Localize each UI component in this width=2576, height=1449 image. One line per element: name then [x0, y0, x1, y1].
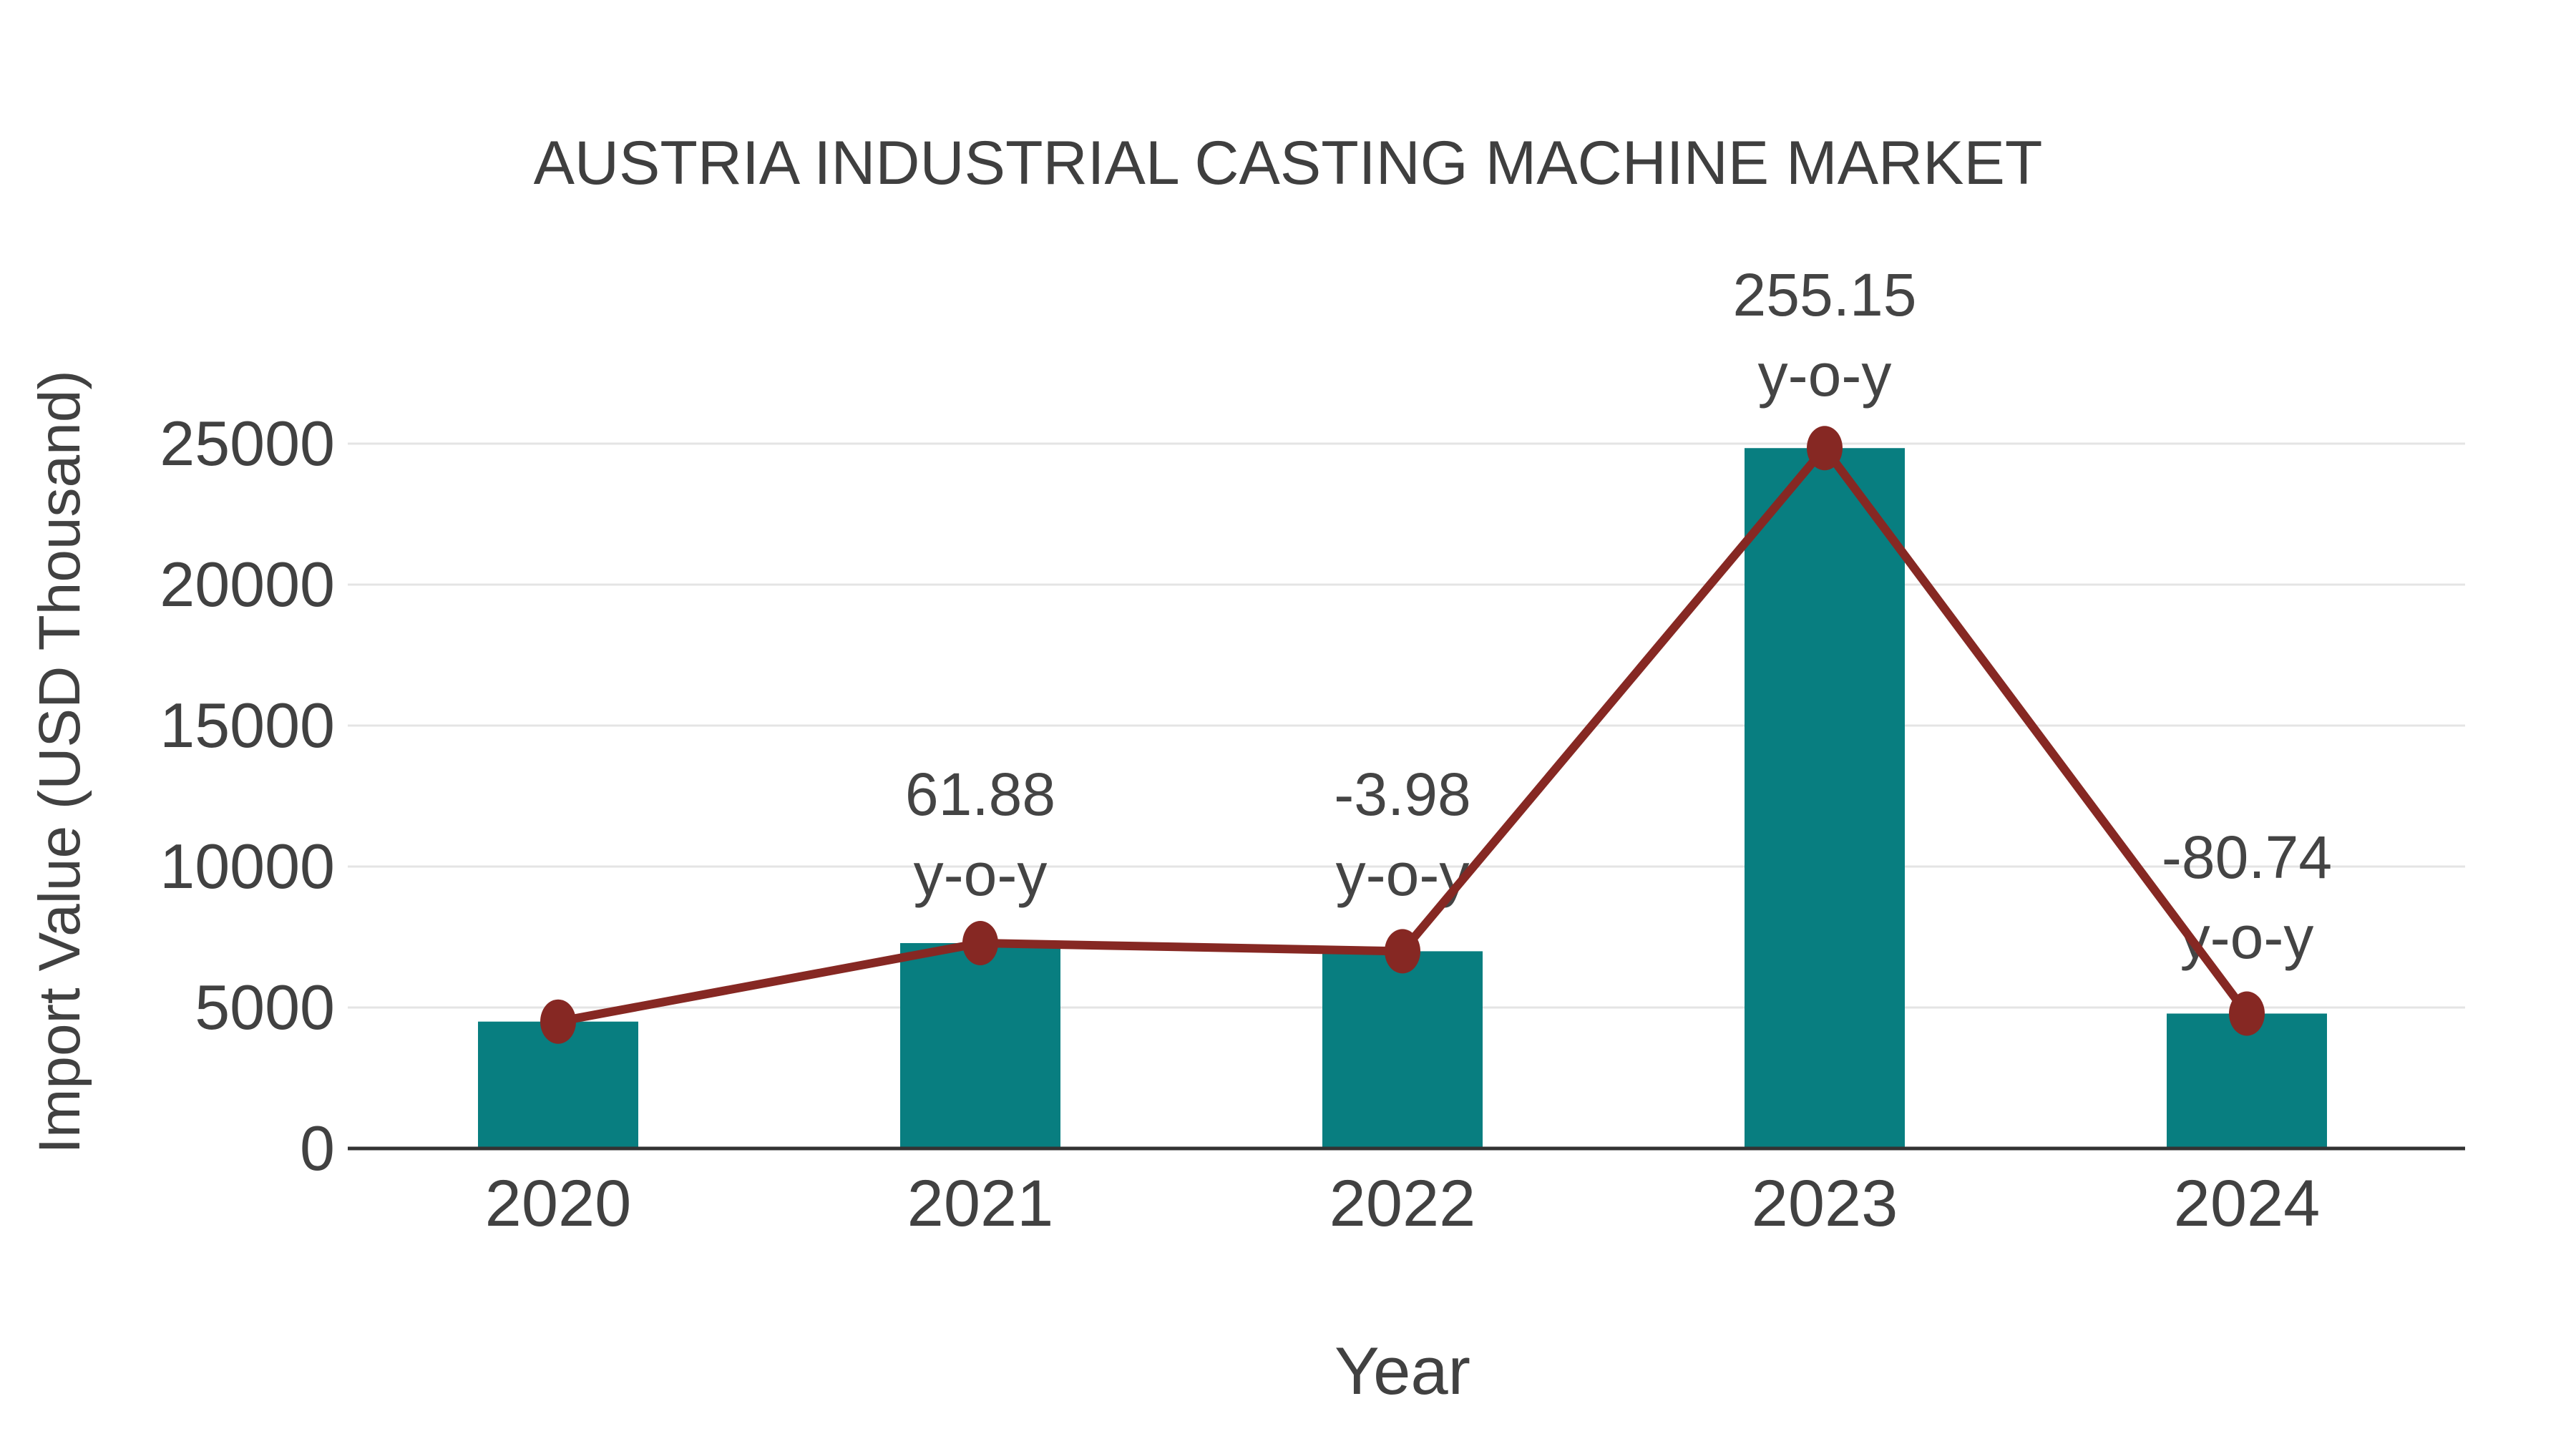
- bar-2024: [2167, 1013, 2327, 1148]
- annotation-unit-2023: y-o-y: [1757, 341, 1892, 409]
- annotation-value-2022: -3.98: [1334, 761, 1471, 828]
- y-tick-label: 5000: [195, 972, 335, 1043]
- x-tick-label-2022: 2022: [1329, 1167, 1476, 1240]
- trend-marker-2020: [540, 999, 576, 1044]
- trend-marker-2024: [2229, 991, 2265, 1036]
- y-tick-label: 25000: [160, 408, 335, 479]
- x-tick-label-2023: 2023: [1751, 1167, 1898, 1240]
- x-axis-title: Year: [1335, 1333, 1470, 1408]
- bar-2023: [1745, 448, 1905, 1148]
- bar-2022: [1322, 951, 1483, 1148]
- trend-marker-2022: [1385, 929, 1420, 974]
- x-tick-label-2020: 2020: [484, 1167, 632, 1240]
- chart-title: AUSTRIA INDUSTRIAL CASTING MACHINE MARKE…: [533, 129, 2043, 197]
- bar-2021: [900, 942, 1060, 1148]
- y-tick-label: 0: [300, 1113, 335, 1184]
- x-tick-label-2024: 2024: [2173, 1167, 2321, 1240]
- trend-marker-2021: [962, 920, 998, 965]
- x-tick-label-2021: 2021: [907, 1167, 1054, 1240]
- annotation-value-2021: 61.88: [904, 761, 1056, 828]
- annotation-value-2024: -80.74: [2161, 824, 2333, 891]
- y-tick-label: 15000: [160, 690, 335, 761]
- y-tick-label: 20000: [160, 549, 335, 620]
- annotation-value-2023: 255.15: [1732, 261, 1917, 328]
- trend-marker-2023: [1807, 426, 1843, 471]
- annotation-unit-2021: y-o-y: [913, 841, 1048, 908]
- y-tick-label: 10000: [160, 831, 335, 902]
